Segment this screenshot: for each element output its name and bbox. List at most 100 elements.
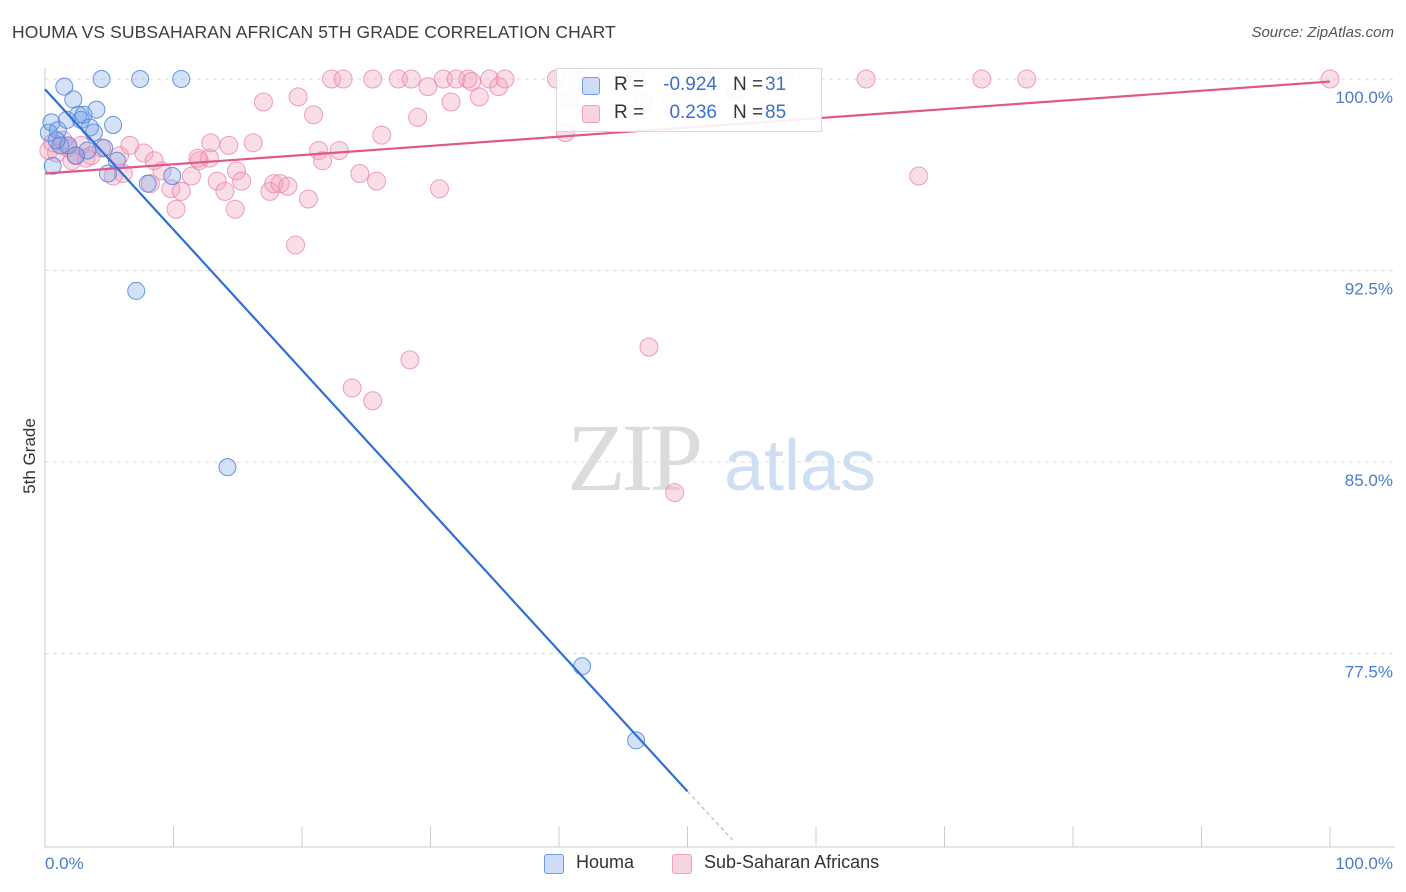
- legend-n-label: N =: [733, 102, 764, 123]
- data-point-sub-saharan: [1320, 69, 1340, 89]
- data-point-sub-saharan: [665, 483, 685, 503]
- data-point-sub-saharan: [219, 135, 239, 155]
- bottom-legend-label-houma: Houma: [576, 852, 635, 872]
- source-label: Source: ZipAtlas.com: [1251, 24, 1394, 41]
- data-point-sub-saharan: [400, 350, 420, 370]
- chart-title: HOUMA VS SUBSAHARAN AFRICAN 5TH GRADE CO…: [12, 22, 616, 42]
- data-point-sub-saharan: [188, 148, 208, 168]
- data-point-houma: [95, 138, 114, 157]
- data-point-houma: [59, 136, 78, 155]
- data-point-houma: [218, 458, 237, 477]
- data-point-sub-saharan: [363, 391, 383, 411]
- data-point-sub-saharan: [856, 69, 876, 89]
- data-point-sub-saharan: [329, 140, 349, 160]
- legend-swatch-sub-saharan: [582, 105, 600, 123]
- legend-n-value: 31: [765, 74, 787, 95]
- data-point-houma: [43, 156, 62, 175]
- legend-row-sub-saharan: R = 0.236 N = 85: [557, 100, 819, 128]
- data-point-sub-saharan: [469, 87, 489, 107]
- data-point-sub-saharan: [909, 166, 929, 186]
- y-tick-label: 100.0%: [1335, 88, 1393, 107]
- data-point-sub-saharan: [253, 92, 273, 112]
- data-point-sub-saharan: [441, 92, 461, 112]
- data-point-houma: [627, 731, 646, 750]
- data-point-houma: [57, 110, 76, 129]
- data-point-sub-saharan: [288, 87, 308, 107]
- data-point-sub-saharan: [166, 199, 186, 219]
- legend-row-houma: R = -0.924 N = 31: [557, 72, 819, 100]
- data-point-sub-saharan: [225, 199, 245, 219]
- data-point-sub-saharan: [134, 143, 154, 163]
- data-point-houma: [55, 77, 74, 96]
- data-point-sub-saharan: [972, 69, 992, 89]
- data-point-sub-saharan: [232, 171, 252, 191]
- data-point-houma: [42, 113, 61, 132]
- data-point-sub-saharan: [181, 166, 201, 186]
- data-point-sub-saharan: [367, 171, 387, 191]
- bottom-legend-swatch-sub-saharan: [672, 854, 692, 874]
- data-point-sub-saharan: [215, 181, 235, 201]
- data-point-sub-saharan: [446, 69, 466, 89]
- data-point-sub-saharan: [408, 107, 428, 127]
- data-point-houma: [66, 146, 85, 165]
- axes: [44, 68, 1395, 848]
- data-point-houma: [84, 123, 103, 142]
- x-tick-label-min: 0.0%: [45, 854, 84, 873]
- legend-r-label: R =: [614, 102, 645, 123]
- watermark-zip: ZIP: [567, 404, 700, 511]
- legend-r-value: 0.236: [669, 102, 717, 123]
- data-point-sub-saharan: [270, 174, 290, 194]
- data-point-sub-saharan: [372, 125, 392, 145]
- axis-labels: 77.5% 85.0% 92.5% 100.0% 0.0% 100.0% 5th Grade: [20, 88, 1393, 873]
- data-point-sub-saharan: [495, 69, 515, 89]
- data-point-sub-saharan: [342, 378, 362, 398]
- data-point-houma: [163, 167, 182, 186]
- bottom-legend-swatch-houma: [544, 854, 564, 874]
- legend-n-value: 85: [765, 102, 787, 123]
- y-tick-label: 92.5%: [1345, 280, 1393, 299]
- data-point-sub-saharan: [1017, 69, 1037, 89]
- data-point-houma: [92, 70, 111, 88]
- data-point-sub-saharan: [226, 161, 246, 181]
- data-point-sub-saharan: [298, 189, 318, 209]
- y-axis-label: 5th Grade: [20, 418, 39, 494]
- data-point-sub-saharan: [313, 151, 333, 171]
- legend-n-label: N =: [733, 74, 764, 95]
- data-point-houma: [172, 70, 191, 88]
- data-point-sub-saharan: [304, 105, 324, 125]
- gridlines: [45, 78, 1395, 654]
- data-point-sub-saharan: [264, 174, 284, 194]
- data-point-houma: [127, 281, 146, 300]
- data-point-sub-saharan: [639, 337, 659, 357]
- data-point-houma: [573, 657, 592, 676]
- trend-line-houma-extension: [687, 790, 733, 841]
- data-point-houma: [87, 100, 106, 119]
- data-point-houma: [78, 141, 97, 160]
- watermark-atlas: atlas: [724, 426, 876, 506]
- data-point-sub-saharan: [363, 69, 383, 89]
- data-point-houma: [138, 174, 157, 193]
- data-point-sub-saharan: [401, 69, 421, 89]
- data-point-sub-saharan: [201, 133, 221, 153]
- data-point-sub-saharan: [350, 163, 370, 183]
- correlation-legend: R = -0.924 N = 31 R = 0.236 N = 85: [556, 68, 822, 132]
- data-point-sub-saharan: [322, 69, 342, 89]
- data-point-sub-saharan: [278, 176, 298, 196]
- legend-r-label: R =: [614, 74, 645, 95]
- y-tick-label: 85.0%: [1345, 471, 1393, 490]
- data-point-houma: [47, 131, 66, 150]
- bottom-legend-label-sub-saharan: Sub-Saharan Africans: [704, 852, 880, 872]
- data-point-sub-saharan: [333, 69, 353, 89]
- data-point-sub-saharan: [243, 133, 263, 153]
- data-point-houma: [64, 90, 83, 109]
- data-point-sub-saharan: [418, 77, 438, 97]
- y-tick-label: 77.5%: [1345, 663, 1393, 682]
- data-point-sub-saharan: [429, 179, 449, 199]
- data-point-sub-saharan: [76, 148, 96, 168]
- data-point-sub-saharan: [171, 181, 191, 201]
- data-point-sub-saharan: [207, 171, 227, 191]
- data-point-sub-saharan: [489, 77, 509, 97]
- legend-r-value: -0.924: [663, 74, 717, 95]
- data-point-houma: [131, 70, 150, 88]
